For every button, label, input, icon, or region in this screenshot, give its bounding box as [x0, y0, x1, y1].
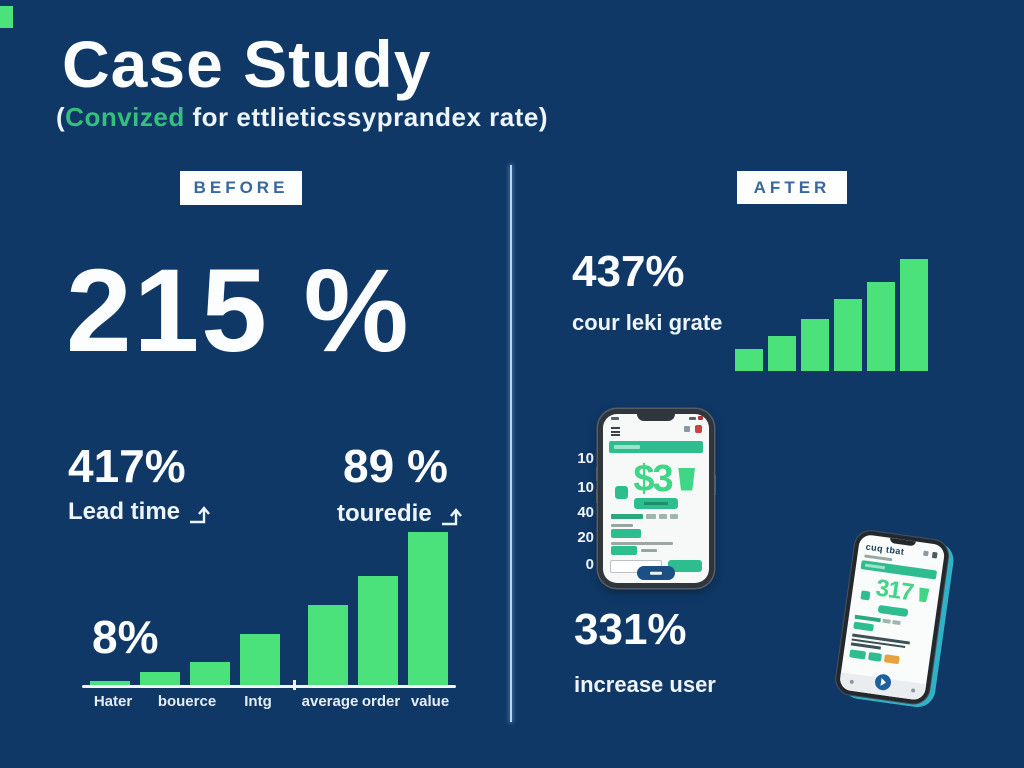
page-title: Case Study [62, 27, 432, 101]
text-row-skeleton [611, 514, 678, 519]
conversion-stat-label: cour leki grate [572, 310, 723, 335]
axis-tick-label: 40 [577, 504, 594, 521]
phone-screen: cuq tbat 317 [838, 533, 946, 702]
touredie-stat-value: 89 % [343, 440, 448, 492]
increase-user-stat-value: 331% [574, 605, 687, 654]
primary-navy-button [637, 566, 675, 580]
catalog-banner [609, 441, 703, 453]
subtitle-highlight: Convized [65, 102, 185, 132]
phone-mockup-upright: $3 [596, 409, 716, 588]
price-display: 317 [854, 573, 937, 610]
up-right-arrow-icon [441, 508, 462, 526]
phone-side-button [596, 489, 598, 503]
lead-time-label-text: Lead time [68, 498, 181, 525]
phone-mockup-tilted: cuq tbat 317 [834, 529, 956, 710]
text-line-skeleton [864, 554, 893, 561]
tag-pill [853, 621, 874, 632]
price-value: 317 [874, 574, 915, 607]
bar [140, 672, 180, 686]
page-subtitle: (Convized for ettlieticssyprandex rate) [56, 102, 548, 133]
lead-time-stat-label: Lead time [68, 498, 212, 526]
tag-pill [611, 546, 637, 555]
column-divider [510, 165, 512, 722]
axis-tick-label: 10 [577, 450, 594, 467]
lead-time-stat-value: 417% [68, 440, 186, 492]
status-bar-signal-icon [689, 417, 696, 420]
orange-chip [883, 654, 900, 665]
x-axis-label: Hater [93, 693, 133, 710]
before-chart-x-labels: Hater bouerce Intg average order value [0, 693, 1024, 715]
badge-icon [615, 486, 629, 499]
increase-user-stat-label: increase user [574, 672, 716, 697]
text-line-skeleton [611, 542, 673, 545]
x-axis-tick [293, 680, 296, 690]
notification-icon [695, 425, 702, 433]
bar [867, 282, 895, 371]
text-line-skeleton [611, 524, 633, 527]
phone-notch [637, 414, 675, 421]
axis-tick-label: 10 [577, 479, 594, 496]
app-bar-icon [931, 551, 938, 559]
subtitle-rest: for ettlieticssyprandex rate) [184, 102, 548, 132]
bar [735, 349, 763, 371]
x-axis-label: order [361, 693, 401, 710]
x-axis-label: Intg [244, 693, 272, 710]
cup-icon [917, 587, 931, 603]
bar [408, 532, 448, 686]
price-value: $3 [633, 458, 673, 500]
bar [801, 319, 829, 371]
submit-button [668, 560, 702, 572]
hero-stat-value: 215 % [66, 245, 411, 377]
nav-center-button [873, 673, 893, 692]
phone-screen: $3 [603, 414, 709, 583]
status-bar-battery-icon [698, 416, 703, 420]
corner-accent-mark [0, 6, 13, 28]
axis-tick-label: 20 [577, 529, 594, 546]
green-chip [867, 652, 882, 662]
before-badge: BEFORE [180, 171, 302, 205]
phone-side-button [714, 475, 716, 495]
tag-pill [611, 529, 641, 538]
x-axis-label: average [301, 693, 359, 710]
up-right-arrow-icon [190, 506, 210, 524]
axis-tick-label: 0 [585, 556, 594, 573]
hamburger-menu-icon [611, 427, 620, 438]
bar [90, 681, 130, 686]
bar [768, 336, 796, 371]
subtitle-prefix: ( [56, 102, 66, 132]
cup-icon [678, 467, 696, 491]
text-line-skeleton [641, 549, 657, 552]
nav-icon [849, 679, 855, 685]
action-button [634, 498, 678, 509]
overlay-stat-value: 8% [92, 611, 159, 663]
app-bar-icon [684, 426, 690, 432]
bar [358, 576, 398, 686]
touredie-label-text: touredie [337, 500, 432, 527]
x-axis-line [82, 685, 456, 688]
bar [190, 662, 230, 686]
bar [900, 259, 928, 371]
nav-icon [910, 688, 916, 693]
status-bar-time [611, 417, 619, 420]
x-axis-label: bouerce [157, 693, 217, 710]
app-bar-icon [923, 550, 929, 557]
after-badge: AFTER [737, 171, 847, 204]
bar [308, 605, 348, 686]
after-bar-chart [735, 259, 928, 371]
bar [240, 634, 280, 686]
conversion-stat-value: 437% [572, 247, 685, 296]
price-display: $3 [607, 459, 705, 499]
x-axis-label: value [410, 693, 450, 710]
before-bar-chart [90, 532, 448, 686]
action-button [877, 604, 909, 617]
phone-side-button [596, 467, 598, 481]
touredie-stat-label: touredie [337, 500, 464, 528]
green-chip [849, 649, 867, 660]
bar [834, 299, 862, 371]
badge-icon [860, 590, 871, 601]
